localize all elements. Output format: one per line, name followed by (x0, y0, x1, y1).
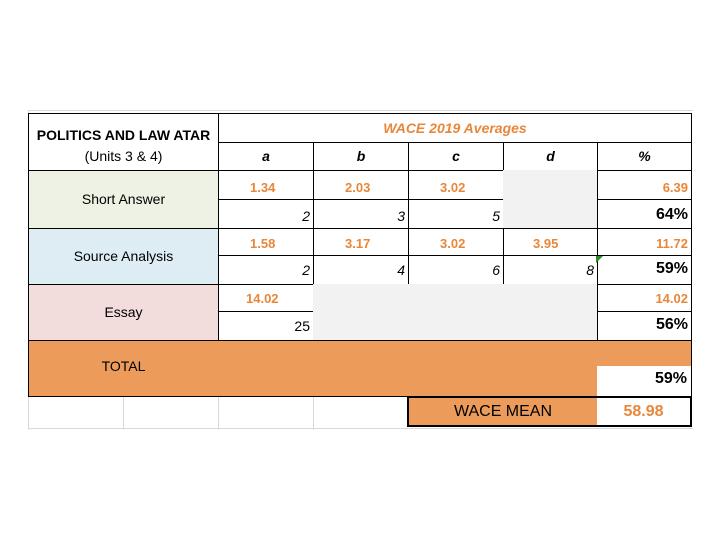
source-analysis-avg-b: 3.17 (345, 236, 371, 251)
gridline (313, 395, 314, 430)
source-analysis-avg-a: 1.58 (250, 236, 276, 251)
short-answer-avg-c: 3.02 (440, 180, 466, 195)
essay-avg-total: 14.02 (655, 291, 688, 306)
column-header-c: c (408, 142, 504, 171)
row-divider (597, 199, 692, 200)
essay-avg-a: 14.02 (246, 291, 279, 306)
row-divider (218, 255, 692, 256)
total-percent: 59% (597, 366, 692, 397)
short-answer-avg-a: 1.34 (250, 180, 276, 195)
source-analysis-avg-c: 3.02 (440, 236, 466, 251)
gridline (218, 395, 219, 430)
row-label-essay: Essay (28, 284, 219, 341)
row-divider (218, 311, 313, 312)
source-analysis-mark-d: 8 (586, 262, 594, 278)
gridline (123, 395, 124, 430)
row-divider (218, 199, 503, 200)
cell-empty (503, 170, 598, 229)
source-analysis-avg-total: 11.72 (656, 236, 688, 251)
gridline (28, 110, 693, 111)
column-header-d: d (503, 142, 598, 171)
short-answer-percent: 64% (655, 206, 688, 223)
table-title: POLITICS AND LAW ATAR (36, 127, 211, 143)
comment-marker-icon (596, 256, 603, 263)
essay-mark-a: 25 (294, 318, 310, 334)
source-analysis-mark-c: 6 (492, 262, 500, 278)
averages-title: WACE 2019 Averages (383, 120, 527, 136)
title-cell: POLITICS AND LAW ATAR (Units 3 & 4) (28, 113, 219, 171)
wace-mean-value: 58.98 (597, 396, 692, 427)
wace-mean-label: WACE MEAN (407, 396, 599, 427)
short-answer-mark-b: 3 (397, 208, 405, 224)
row-divider (597, 311, 692, 312)
averages-header: WACE 2019 Averages (218, 113, 692, 143)
spreadsheet-table: POLITICS AND LAW ATAR (Units 3 & 4) WACE… (28, 110, 693, 430)
row-label-short-answer: Short Answer (28, 170, 219, 229)
source-analysis-percent: 59% (655, 260, 688, 277)
short-answer-avg-b: 2.03 (345, 180, 371, 195)
source-analysis-avg-d: 3.95 (533, 236, 559, 251)
essay-percent: 56% (655, 316, 688, 333)
short-answer-mark-a: 2 (302, 208, 310, 224)
gridline (28, 428, 693, 429)
table-subtitle: (Units 3 & 4) (84, 148, 163, 164)
cell-frame (218, 228, 314, 285)
column-header-a: a (218, 142, 314, 171)
cell-empty (313, 284, 598, 341)
row-label-source-analysis: Source Analysis (28, 228, 219, 285)
source-analysis-mark-a: 2 (302, 262, 310, 278)
short-answer-mark-c: 5 (492, 208, 500, 224)
row-label-total: TOTAL (28, 340, 219, 397)
column-header-percent: % (597, 142, 692, 171)
short-answer-avg-total: 6.39 (662, 180, 688, 195)
cell-frame (597, 228, 692, 285)
source-analysis-mark-b: 4 (397, 262, 405, 278)
column-header-b: b (313, 142, 409, 171)
